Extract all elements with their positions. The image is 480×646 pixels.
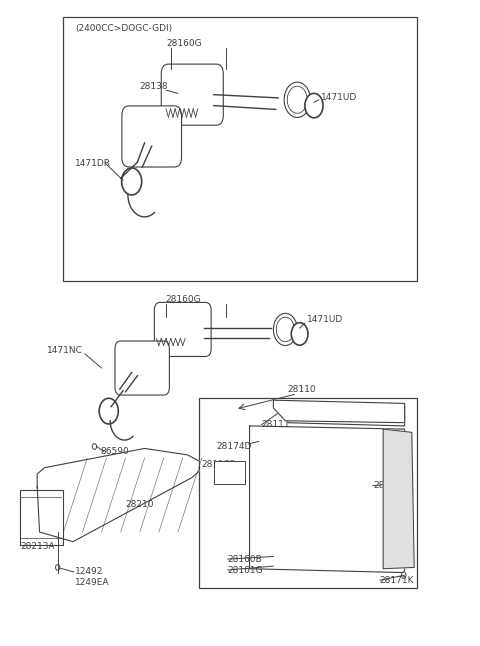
Polygon shape [250,426,405,572]
Ellipse shape [276,317,294,342]
Text: 28171K: 28171K [380,576,414,585]
FancyBboxPatch shape [115,341,169,395]
Text: 28160G: 28160G [165,295,201,304]
Polygon shape [288,403,405,426]
Text: 28138: 28138 [140,82,168,91]
Ellipse shape [92,444,96,450]
Ellipse shape [274,313,297,346]
Polygon shape [383,429,414,568]
Ellipse shape [56,565,60,570]
FancyBboxPatch shape [161,64,223,125]
Ellipse shape [287,87,307,113]
FancyBboxPatch shape [199,398,417,588]
Text: 28174D: 28174D [216,442,252,451]
Ellipse shape [99,398,118,424]
Polygon shape [214,461,245,484]
Text: 1471NC: 1471NC [47,346,83,355]
Ellipse shape [271,552,276,559]
Text: 28113: 28113 [373,481,402,490]
Ellipse shape [305,94,323,118]
FancyBboxPatch shape [155,302,211,357]
Text: 28117F: 28117F [201,460,235,469]
Text: 12492: 12492 [75,567,104,576]
Text: 1471DR: 1471DR [75,159,111,168]
Text: 28161G: 28161G [228,566,263,575]
Text: 28111: 28111 [262,420,290,429]
Text: (2400CC>DOGC-GDI): (2400CC>DOGC-GDI) [75,24,172,33]
Polygon shape [37,448,199,542]
Text: 86590: 86590 [101,446,130,455]
Text: 28160B: 28160B [228,554,263,563]
Text: 1249EA: 1249EA [75,578,110,587]
Polygon shape [274,400,405,422]
Text: 28160G: 28160G [166,39,202,48]
Text: 28210: 28210 [125,500,154,509]
Ellipse shape [121,168,142,195]
Ellipse shape [271,562,276,568]
FancyBboxPatch shape [252,432,400,567]
Ellipse shape [291,323,308,345]
Text: 28110: 28110 [288,386,316,395]
Ellipse shape [258,438,263,444]
FancyBboxPatch shape [122,106,181,167]
Text: 28213A: 28213A [21,543,55,551]
FancyBboxPatch shape [63,17,417,281]
Text: 1471UD: 1471UD [307,315,343,324]
Ellipse shape [401,572,406,578]
Ellipse shape [284,82,311,118]
Polygon shape [20,490,63,545]
Text: 1471UD: 1471UD [321,94,358,102]
